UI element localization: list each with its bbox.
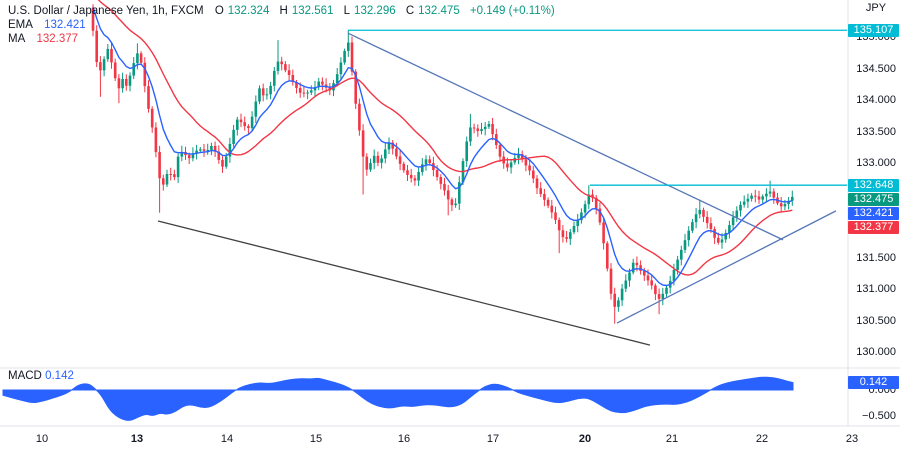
ema-value: 132.421 (44, 19, 86, 31)
candlestick-series (91, 4, 794, 324)
price-badge-135.107: 135.107 (848, 23, 899, 37)
descending-resistance-trendline (347, 32, 784, 241)
time-tick-17[interactable]: 17 (486, 433, 500, 445)
price-badge-132.475: 132.475 (848, 192, 899, 206)
ma-row: MA 132.377 (8, 32, 562, 46)
price-badge-132.648: 132.648 (848, 178, 899, 192)
price-tick-label: 130.000 (856, 346, 896, 358)
price-badge-132.377: 132.377 (848, 220, 899, 234)
time-tick-16[interactable]: 16 (397, 433, 411, 445)
time-tick-22[interactable]: 22 (755, 433, 769, 445)
macd-area (2, 376, 794, 421)
chart-legend: U.S. Dollar / Japanese Yen, 1h, FXCM O 13… (8, 4, 562, 46)
ohlc-low: L 132.296 (343, 5, 396, 17)
price-tick-label: 133.500 (856, 125, 896, 138)
symbol-title[interactable]: U.S. Dollar / Japanese Yen, 1h, FXCM (8, 5, 204, 17)
time-tick-20[interactable]: 20 (578, 433, 592, 445)
ema-label[interactable]: EMA (8, 19, 33, 31)
currency-label: JPY (865, 2, 887, 14)
macd-legend: MACD 0.142 (8, 370, 74, 382)
time-tick-21[interactable]: 21 (665, 433, 679, 445)
ema-line (92, 7, 793, 287)
change-value: +0.149 (+0.11%) (469, 5, 555, 17)
price-tick-label: 133.000 (856, 157, 896, 169)
macd-value: 0.142 (45, 370, 74, 382)
lower-channel-trendline (157, 220, 651, 346)
ma-label[interactable]: MA (8, 33, 26, 45)
time-tick-15[interactable]: 15 (309, 433, 323, 445)
ema-row: EMA 132.421 (8, 18, 562, 32)
price-tick-label: 130.500 (856, 314, 896, 327)
price-badge-132.421: 132.421 (848, 206, 899, 220)
symbol-row: U.S. Dollar / Japanese Yen, 1h, FXCM O 13… (8, 4, 562, 18)
price-tick-label: 131.000 (856, 283, 896, 295)
price-tick-label: 131.500 (856, 251, 896, 264)
price-tick-label: 134.000 (856, 94, 896, 106)
time-tick-10[interactable]: 10 (35, 433, 49, 445)
macd-label[interactable]: MACD (8, 370, 42, 382)
ohlc-high: H 132.561 (279, 5, 334, 17)
ma-line (97, 0, 793, 276)
price-tick-label: 134.500 (856, 62, 896, 75)
time-tick-14[interactable]: 14 (220, 433, 234, 445)
macd-tick-label: −0.500 (862, 410, 896, 422)
time-tick-23[interactable]: 23 (845, 433, 859, 445)
ohlc-close: C 132.475 (405, 5, 460, 17)
time-tick-13[interactable]: 13 (130, 433, 144, 445)
ascending-support-trendline (616, 210, 837, 324)
macd-value-badge: 0.142 (848, 376, 899, 390)
ohlc-open: O 132.324 (214, 5, 270, 17)
ma-value: 132.377 (36, 33, 79, 45)
